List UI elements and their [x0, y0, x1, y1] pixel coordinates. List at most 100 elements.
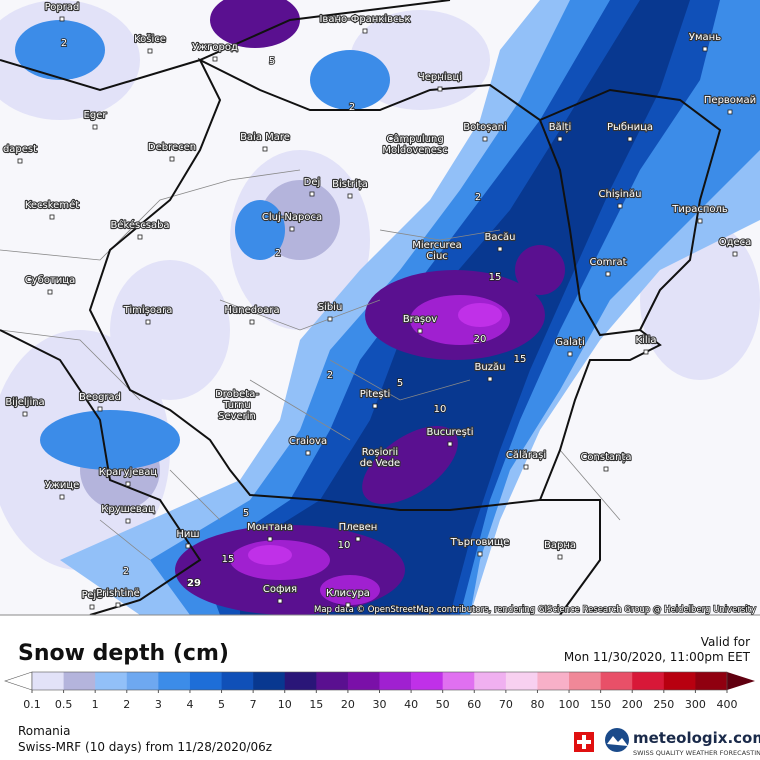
- contour-label: 2: [349, 102, 355, 113]
- city-label: Dej: [304, 177, 321, 188]
- city-dot: [434, 254, 440, 260]
- city-label: Comrat: [589, 257, 626, 268]
- city-dot: [567, 351, 573, 357]
- city-dot: [523, 464, 529, 470]
- contour-label: 2: [123, 566, 129, 577]
- legend-tick-label: 100: [559, 698, 580, 711]
- city-label: Крагујевац: [99, 466, 158, 478]
- legend-swatch: [347, 672, 380, 690]
- legend-swatch: [189, 672, 222, 690]
- city-dot: [627, 136, 633, 142]
- contour-label: 29: [187, 578, 201, 589]
- brand-tagline: SWISS QUALITY WEATHER FORECASTING: [633, 749, 760, 757]
- city-dot: [49, 214, 55, 220]
- legend-tick-label: 80: [530, 698, 544, 711]
- legend-tick-label: 300: [685, 698, 706, 711]
- legend-tick-label: 70: [499, 698, 513, 711]
- contour-label: 2: [61, 38, 67, 49]
- city-label: Debrecen: [148, 142, 196, 153]
- legend-swatch: [379, 672, 412, 690]
- city-label: Baia Mare: [240, 132, 290, 143]
- city-label: Košice: [134, 33, 166, 45]
- contour-label: 15: [222, 554, 235, 565]
- city-dot: [372, 403, 378, 409]
- city-label: Крушевац: [101, 504, 155, 515]
- logo-icon: [605, 728, 629, 752]
- legend-swatch: [221, 672, 254, 690]
- city-label: Первомай: [704, 95, 756, 106]
- region: Romania: [18, 724, 70, 738]
- city-dot: [345, 602, 351, 608]
- city-label: Варна: [544, 540, 576, 551]
- legend-swatch: [695, 672, 728, 690]
- city-label: Cluj-Napoca: [262, 212, 322, 223]
- city-label: Galați: [555, 337, 584, 348]
- city-dot: [697, 218, 703, 224]
- legend-tick-label: 5: [218, 698, 225, 711]
- city-label: Roșiorii: [362, 447, 398, 458]
- legend-swatch: [32, 672, 64, 690]
- city-dot: [702, 46, 708, 52]
- valid-time: Mon 11/30/2020, 11:00pm EET: [564, 650, 751, 664]
- map: [0, 0, 760, 615]
- city-label: Bacău: [485, 232, 516, 243]
- contour-label: 5: [269, 56, 275, 67]
- city-dot: [362, 28, 368, 34]
- city-dot: [185, 543, 191, 549]
- contour-label: 2: [275, 248, 281, 259]
- city-label: Bijeljina: [5, 397, 44, 408]
- city-label: Чернівці: [418, 71, 462, 83]
- city-label: Craiova: [289, 436, 327, 447]
- city-label: Prishtinë: [96, 588, 139, 599]
- legend-swatch: [158, 672, 191, 690]
- legend-tick-label: 2: [123, 698, 130, 711]
- city-label: Timișoara: [123, 305, 173, 316]
- city-label: Chișinău: [599, 189, 642, 200]
- city-label: Hunedoara: [224, 305, 279, 316]
- contour-label: 15: [489, 272, 502, 283]
- contour-label: 2: [475, 192, 481, 203]
- city-dot: [412, 148, 418, 154]
- city-label: Монтана: [247, 522, 293, 533]
- city-dot: [22, 411, 28, 417]
- legend-swatch: [537, 672, 570, 690]
- legend-arrow-high: [727, 672, 755, 690]
- legend-swatch: [126, 672, 159, 690]
- city-dot: [212, 56, 218, 62]
- legend-swatch: [63, 672, 96, 690]
- city-dot: [732, 251, 738, 257]
- city-dot: [417, 328, 423, 334]
- legend-tick-label: 150: [590, 698, 611, 711]
- city-dot: [603, 466, 609, 472]
- legend-arrow-low: [4, 671, 33, 691]
- city-label: Тирасполь: [671, 204, 728, 215]
- city-label: Eger: [84, 110, 108, 121]
- legend-swatch: [632, 672, 665, 690]
- city-label: Beograd: [79, 392, 121, 403]
- city-label: Constanța: [580, 452, 631, 463]
- legend-swatch: [411, 672, 443, 690]
- city-dot: [249, 319, 255, 325]
- city-dot: [557, 554, 563, 560]
- contour-label: 20: [474, 334, 487, 345]
- legend-tick-label: 200: [622, 698, 643, 711]
- legend-tick-label: 15: [309, 698, 323, 711]
- city-dot: [92, 124, 98, 130]
- city-label: Severin: [218, 411, 256, 422]
- city-label: Pitești: [360, 389, 391, 400]
- legend-tick-label: 20: [341, 698, 355, 711]
- city-dot: [169, 156, 175, 162]
- city-dot: [137, 234, 143, 240]
- city-label: Одеса: [719, 237, 752, 248]
- legend-tick-label: 60: [467, 698, 481, 711]
- city-dot: [262, 146, 268, 152]
- city-label: София: [263, 584, 297, 595]
- contour-label: 10: [434, 404, 447, 415]
- legend-swatch: [442, 672, 475, 690]
- legend-tick-label: 10: [278, 698, 292, 711]
- city-label: de Vede: [360, 458, 400, 469]
- city-label: Kecskemét: [25, 199, 79, 211]
- city-dot: [89, 604, 95, 610]
- legend-swatch: [474, 672, 507, 690]
- city-label: Turnu: [222, 400, 251, 411]
